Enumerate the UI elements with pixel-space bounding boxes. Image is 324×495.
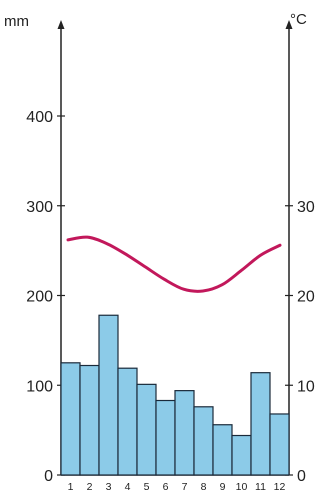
left-axis-tick-label: 300 bbox=[26, 199, 53, 216]
precipitation-bar bbox=[117, 367, 138, 476]
right-axis-tick-label: 30 bbox=[297, 199, 315, 216]
month-tick-label: 9 bbox=[220, 481, 226, 493]
precipitation-bar bbox=[174, 390, 195, 476]
left-axis-unit-label: mm bbox=[4, 13, 29, 30]
month-tick-label: 6 bbox=[163, 481, 169, 493]
month-tick-label: 8 bbox=[201, 481, 207, 493]
precipitation-bar bbox=[98, 314, 119, 476]
left-axis-tick-label: 200 bbox=[26, 289, 53, 306]
temperature-line bbox=[66, 235, 282, 293]
right-axis-tick-label: 0 bbox=[297, 468, 306, 485]
precipitation-bars bbox=[60, 314, 290, 476]
precipitation-bar bbox=[250, 372, 271, 476]
month-tick-label: 3 bbox=[106, 481, 112, 493]
precipitation-bar bbox=[79, 364, 100, 476]
month-tick-label: 7 bbox=[182, 481, 188, 493]
month-tick-label: 1 bbox=[68, 481, 74, 493]
right-axis-unit-label: °C bbox=[290, 11, 307, 28]
precipitation-bar bbox=[136, 383, 157, 476]
right-axis-tick-label: 10 bbox=[297, 378, 315, 395]
left-axis-tick-label: 100 bbox=[26, 378, 53, 395]
month-tick-label: 5 bbox=[144, 481, 150, 493]
left-axis-arrow-icon bbox=[57, 20, 65, 29]
precipitation-bar bbox=[231, 434, 252, 476]
month-tick-label: 10 bbox=[236, 481, 248, 493]
precipitation-bar bbox=[269, 413, 290, 476]
left-axis-tick-label: 0 bbox=[44, 468, 53, 485]
month-tick-label: 12 bbox=[274, 481, 286, 493]
precipitation-bar bbox=[155, 399, 176, 476]
right-axis-tick-label: 20 bbox=[297, 289, 315, 306]
left-axis-tick-label: 400 bbox=[26, 109, 53, 126]
month-tick-label: 11 bbox=[255, 481, 266, 493]
precipitation-bar bbox=[212, 424, 233, 476]
precipitation-bar bbox=[193, 406, 214, 476]
temperature-line-group bbox=[66, 235, 282, 293]
month-tick-label: 2 bbox=[87, 481, 93, 493]
month-tick-label: 4 bbox=[125, 481, 131, 493]
right-axis-arrow-icon bbox=[285, 20, 293, 29]
precipitation-bar bbox=[60, 362, 81, 476]
